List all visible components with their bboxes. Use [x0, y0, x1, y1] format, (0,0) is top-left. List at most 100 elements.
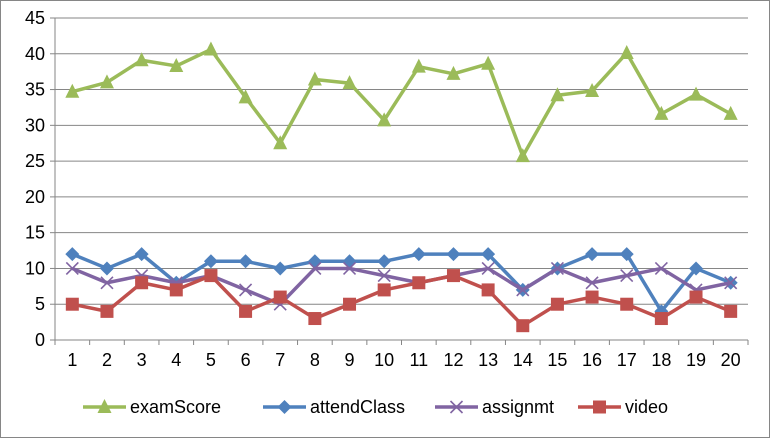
marker-stroke — [620, 269, 634, 283]
data-point — [481, 55, 496, 70]
series-line — [71, 266, 732, 306]
x-tick-label: 17 — [617, 350, 637, 370]
data-point — [585, 290, 599, 304]
data-point — [689, 261, 704, 276]
y-tick-label: 20 — [25, 187, 45, 207]
x-tick-label: 11 — [409, 350, 428, 370]
legend-marker — [593, 400, 606, 414]
y-tick-label: 5 — [35, 294, 45, 314]
data-point — [238, 89, 253, 104]
data-point — [412, 276, 426, 290]
x-tick-label: 2 — [102, 350, 112, 370]
series-attendClass — [65, 247, 738, 319]
series-assignmt — [65, 261, 738, 311]
data-point — [239, 304, 253, 318]
data-point — [238, 254, 253, 269]
legend-entry-video: video — [578, 397, 668, 417]
data-point — [446, 65, 461, 80]
data-point — [411, 247, 426, 262]
data-point — [550, 297, 564, 311]
legend-label: video — [625, 397, 668, 417]
x-tick-label: 4 — [171, 350, 181, 370]
axes — [54, 18, 748, 341]
marker-stroke — [308, 261, 322, 276]
data-point — [724, 276, 738, 290]
x-tick-label: 19 — [686, 350, 706, 370]
x-tick-label: 7 — [275, 350, 285, 370]
data-point — [307, 71, 322, 86]
marker-stroke — [377, 269, 391, 283]
data-point — [585, 247, 600, 262]
data-point — [203, 41, 218, 56]
data-point — [377, 112, 392, 127]
data-point — [516, 319, 530, 333]
legend-label: assignmt — [482, 397, 554, 417]
data-point — [204, 269, 218, 283]
marker-stroke — [550, 261, 564, 276]
data-point — [585, 276, 599, 290]
data-point — [342, 254, 357, 269]
series-line — [71, 47, 732, 158]
x-tick-label: 8 — [310, 350, 320, 370]
marker-stroke — [449, 400, 464, 414]
data-point — [689, 86, 704, 101]
data-point — [723, 105, 738, 120]
data-point — [515, 148, 530, 163]
data-point — [65, 297, 79, 311]
x-tick-label: 10 — [374, 350, 394, 370]
series-examScore — [65, 41, 738, 163]
data-point — [65, 247, 80, 262]
marker-stroke — [342, 261, 357, 276]
legend-label: examScore — [130, 397, 221, 417]
legend-entry-assignmt: assignmt — [435, 397, 554, 417]
series-video — [65, 269, 738, 333]
marker-stroke — [585, 276, 599, 290]
marker-stroke — [654, 261, 668, 276]
data-point — [620, 297, 634, 311]
y-tick-label: 40 — [25, 44, 45, 64]
legend-entry-examScore: examScore — [83, 397, 221, 417]
data-point — [307, 254, 322, 269]
data-point — [134, 247, 149, 262]
y-axis-ticks: 0 5 10 15 20 25 30 35 40 45 — [25, 8, 55, 350]
data-point — [620, 269, 634, 283]
data-point — [99, 261, 114, 276]
data-point — [550, 261, 564, 276]
data-point — [308, 261, 322, 276]
data-point — [550, 87, 565, 102]
marker-stroke — [724, 276, 738, 290]
marker-stroke — [65, 261, 79, 276]
y-tick-label: 25 — [25, 151, 45, 171]
x-tick-label: 15 — [547, 350, 567, 370]
data-point — [100, 276, 114, 290]
data-point — [654, 261, 668, 276]
legend-entry-attendClass: attendClass — [263, 397, 405, 417]
marker-stroke — [481, 261, 495, 276]
data-point — [239, 283, 253, 297]
data-point — [377, 283, 391, 297]
data-point — [481, 283, 495, 297]
y-tick-label: 0 — [35, 330, 45, 350]
data-point — [65, 83, 80, 98]
x-tick-label: 18 — [651, 350, 671, 370]
x-tick-label: 9 — [345, 350, 355, 370]
marker-stroke — [239, 283, 253, 297]
y-tick-label: 45 — [25, 8, 45, 28]
data-point — [169, 57, 184, 72]
marker-stroke — [516, 283, 530, 297]
data-point — [446, 269, 460, 283]
x-tick-label: 16 — [582, 350, 602, 370]
data-point — [619, 247, 634, 262]
legend-marker — [97, 399, 112, 413]
x-tick-label: 3 — [137, 350, 147, 370]
data-point — [273, 135, 288, 150]
x-axis-ticks: 1 2 3 4 5 6 7 8 9 10 11 12 13 14 15 16 17 18 19 20 — [54, 340, 749, 370]
data-point — [516, 283, 530, 297]
marker-stroke — [100, 276, 114, 290]
x-tick-label: 5 — [206, 350, 216, 370]
data-point — [100, 304, 114, 318]
data-point — [377, 269, 391, 283]
y-tick-label: 35 — [25, 80, 45, 100]
